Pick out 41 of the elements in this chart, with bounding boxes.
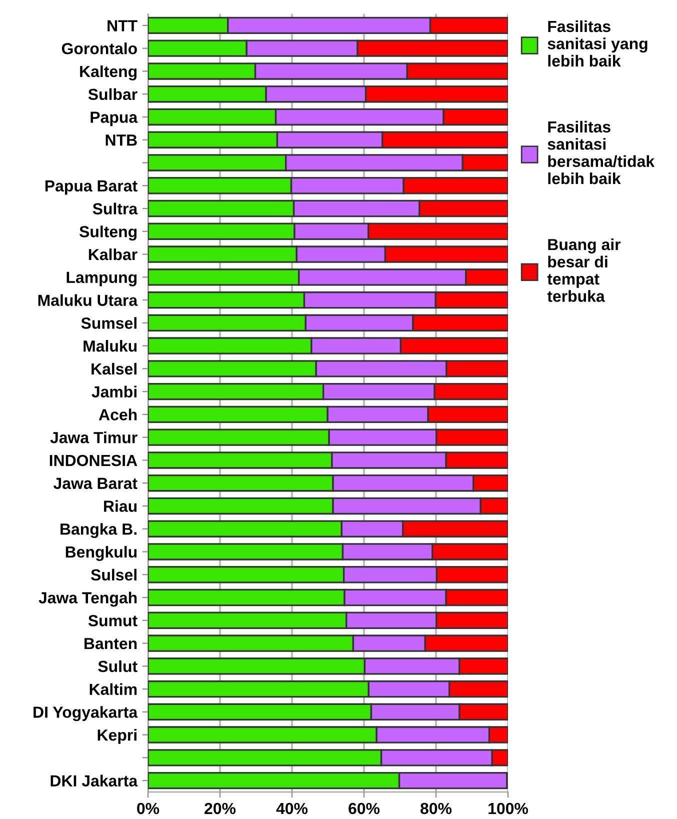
y-tick-label: Sumut — [88, 615, 138, 626]
y-tick-label: NTT — [108, 20, 138, 32]
y-tick-label: Lampung — [66, 272, 137, 286]
y-tick-label: Jawa Barat — [53, 478, 138, 490]
y-tick-label: Kalteng — [80, 65, 137, 80]
y-tick-label: Sulsel — [90, 568, 136, 581]
y-tick-label: DI Yogyakarta — [34, 706, 138, 722]
y-tick-label: Sulbar — [88, 88, 138, 100]
y-tick-label: Papua — [90, 112, 138, 126]
y-tick-label: Sumsel — [81, 317, 136, 329]
y-tick-label: INDONESIA — [50, 454, 138, 466]
x-tick-label: 100% — [488, 802, 528, 814]
y-tick-label: Bangka B. — [60, 523, 136, 538]
y-tick-label: Banten — [84, 638, 137, 650]
legend-label: Fasilitas sanitasi bersama/tidak lebih baik — [548, 120, 655, 184]
y-tick-label: Gorontalo — [62, 42, 137, 54]
y-tick-label: Jawa Timur — [50, 432, 138, 444]
x-tick-label: 0% — [137, 802, 160, 814]
y-tick-label: Bengkulu — [66, 546, 137, 561]
y-tick-label: Jawa Tengah — [38, 592, 137, 607]
y-tick-label: Papua Barat — [45, 180, 138, 195]
y-tick-label: Aceh — [98, 408, 137, 420]
y-tick-label: NTB — [106, 134, 137, 146]
y-tick-label: Maluku — [84, 340, 137, 352]
y-tick-label: Kalsel — [92, 362, 136, 375]
y-tick-label: DKI Jakarta — [50, 774, 138, 787]
y-tick-label: Maluku Utara — [38, 294, 138, 306]
y-tick-label: Kaltim — [90, 683, 137, 695]
legend-label: Buang air besar di tempat terbuka — [547, 238, 621, 302]
y-tick-label: Sultra — [92, 202, 138, 214]
x-tick-label: 80% — [420, 802, 452, 814]
x-tick-label: 60% — [348, 802, 380, 814]
y-tick-label: Kalbar — [88, 248, 138, 260]
legend-label: Fasilitas sanitasi yang lebih baik — [548, 20, 648, 67]
y-tick-label: Jambi — [92, 386, 136, 398]
x-tick-label: 20% — [204, 802, 236, 814]
y-tick-label: Sulut — [98, 660, 138, 672]
y-tick-label: Sulteng — [79, 226, 137, 241]
y-tick-label: Riau — [104, 500, 137, 512]
x-tick-label: 40% — [276, 802, 308, 814]
y-tick-label: Kepri — [98, 729, 136, 744]
